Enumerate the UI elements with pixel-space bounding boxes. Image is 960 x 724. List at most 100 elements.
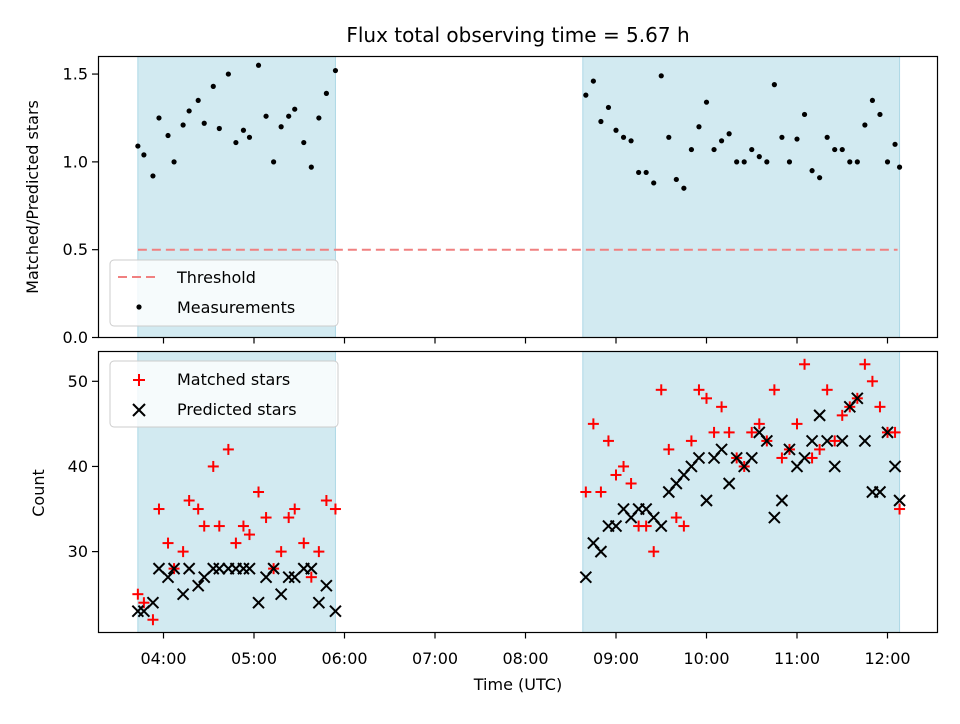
measurement-point [892,141,898,147]
matched-star-point [237,520,249,532]
bottom-y-tick-label: 40 [68,457,88,476]
predicted-star-point [760,434,774,448]
measurement-point [779,134,785,140]
matched-star-point [329,503,341,515]
predicted-star-point [191,579,205,592]
bottom-panel: 30 40 50 04:00 05:00 06:00 07:00 08:00 09:00 10:… [29,350,939,694]
x-tick-label: 08:00 [502,649,548,668]
bottom-panel-y-ticks: 30 40 50 [68,372,99,561]
matched-star-point [260,512,272,524]
matched-star-point [625,477,637,489]
x-tick-label: 07:00 [412,649,458,668]
matched-star-point [147,614,159,626]
measurement-point [786,159,793,165]
predicted-star-point [888,460,902,473]
predicted-star-point [700,494,713,507]
bottom-panel-y-axis-label: Count [29,469,48,517]
predicted-stars-points [131,392,906,618]
x-tick-label: 05:00 [231,649,277,668]
bottom-panel-frame [97,350,939,634]
measurement-point [832,146,838,153]
matched-star-point [806,452,818,464]
measurement-point [696,124,702,130]
measurement-point [673,176,679,183]
legend-predicted-label: Predicted stars [177,400,297,419]
measurement-point [643,169,649,176]
matched-star-point [192,503,204,515]
predicted-star-point [274,587,288,601]
legend-matched-swatch [133,374,145,386]
top-panel-frame [97,55,939,339]
matched-star-point [836,409,848,421]
legend-matched-label: Matched stars [177,370,290,389]
predicted-star-point [655,519,668,533]
matched-star-point [693,384,705,396]
predicted-star-point [836,434,849,448]
measurement-point [186,108,192,114]
predicted-star-point [820,434,834,448]
measurement-point [171,159,177,165]
top-y-tick-label: 0.0 [63,328,88,347]
predicted-star-point [146,596,160,609]
measurement-point [201,120,207,126]
matched-star-point [874,401,886,413]
matched-star-point [678,520,690,532]
measurement-point [824,134,830,140]
predicted-star-point [213,562,226,575]
measurement-point [636,169,642,176]
measurement-point [210,83,216,89]
predicted-star-point [798,451,811,465]
predicted-star-point [320,579,333,592]
top-y-tick-label: 1.5 [63,65,88,84]
measurement-point [756,154,762,160]
matched-star-point [207,460,219,472]
matched-star-point [153,503,165,515]
matched-star-point [708,426,720,438]
matched-star-point [889,426,901,438]
matched-star-point [670,512,682,524]
predicted-star-point [692,451,706,465]
measurement-point [233,139,239,146]
measurement-point [613,127,619,133]
bottom-panel-x-ticks: 04:00 05:00 06:00 07:00 08:00 09:00 10:00 11:00… [140,632,911,668]
measurement-point [801,111,808,118]
matched-star-point [213,520,225,532]
measurement-point [332,67,339,74]
top-y-tick-label: 1.0 [63,152,88,171]
matched-star-point [132,588,144,600]
matched-star-point [298,537,310,549]
legend-measurements-swatch [136,304,142,310]
bottom-y-tick-label: 50 [68,372,88,391]
matched-star-point [655,384,667,396]
predicted-star-point [805,434,819,448]
measurement-point [246,134,253,140]
predicted-star-point [873,485,887,499]
matched-star-point [685,435,697,447]
predicted-star-point [828,460,841,473]
legend-threshold-label: Threshold [176,268,256,287]
matched-star-point [829,435,841,447]
matched-star-point [701,392,712,404]
bottom-shaded-interval [582,351,901,633]
measurement-point [688,146,695,153]
measurement-point [651,180,657,186]
matched-star-point [313,546,325,558]
matched-star-point [183,495,195,507]
measurement-point [271,159,277,165]
measurement-point [225,71,231,77]
top-legend-box [109,259,339,327]
matched-star-point [648,546,660,558]
top-panel-y-ticks: 0.0 0.5 1.0 1.5 [63,65,99,347]
measurement-point [150,173,156,179]
matched-star-point [716,401,728,413]
matched-star-point [663,443,675,455]
x-tick-label: 04:00 [140,649,186,668]
measurement-point [180,122,186,128]
predicted-star-point [715,443,728,456]
matched-star-point [640,520,652,532]
measurement-point [666,134,672,140]
x-tick-label: 09:00 [593,649,639,668]
predicted-star-point [267,562,280,575]
measurement-point [794,136,800,142]
